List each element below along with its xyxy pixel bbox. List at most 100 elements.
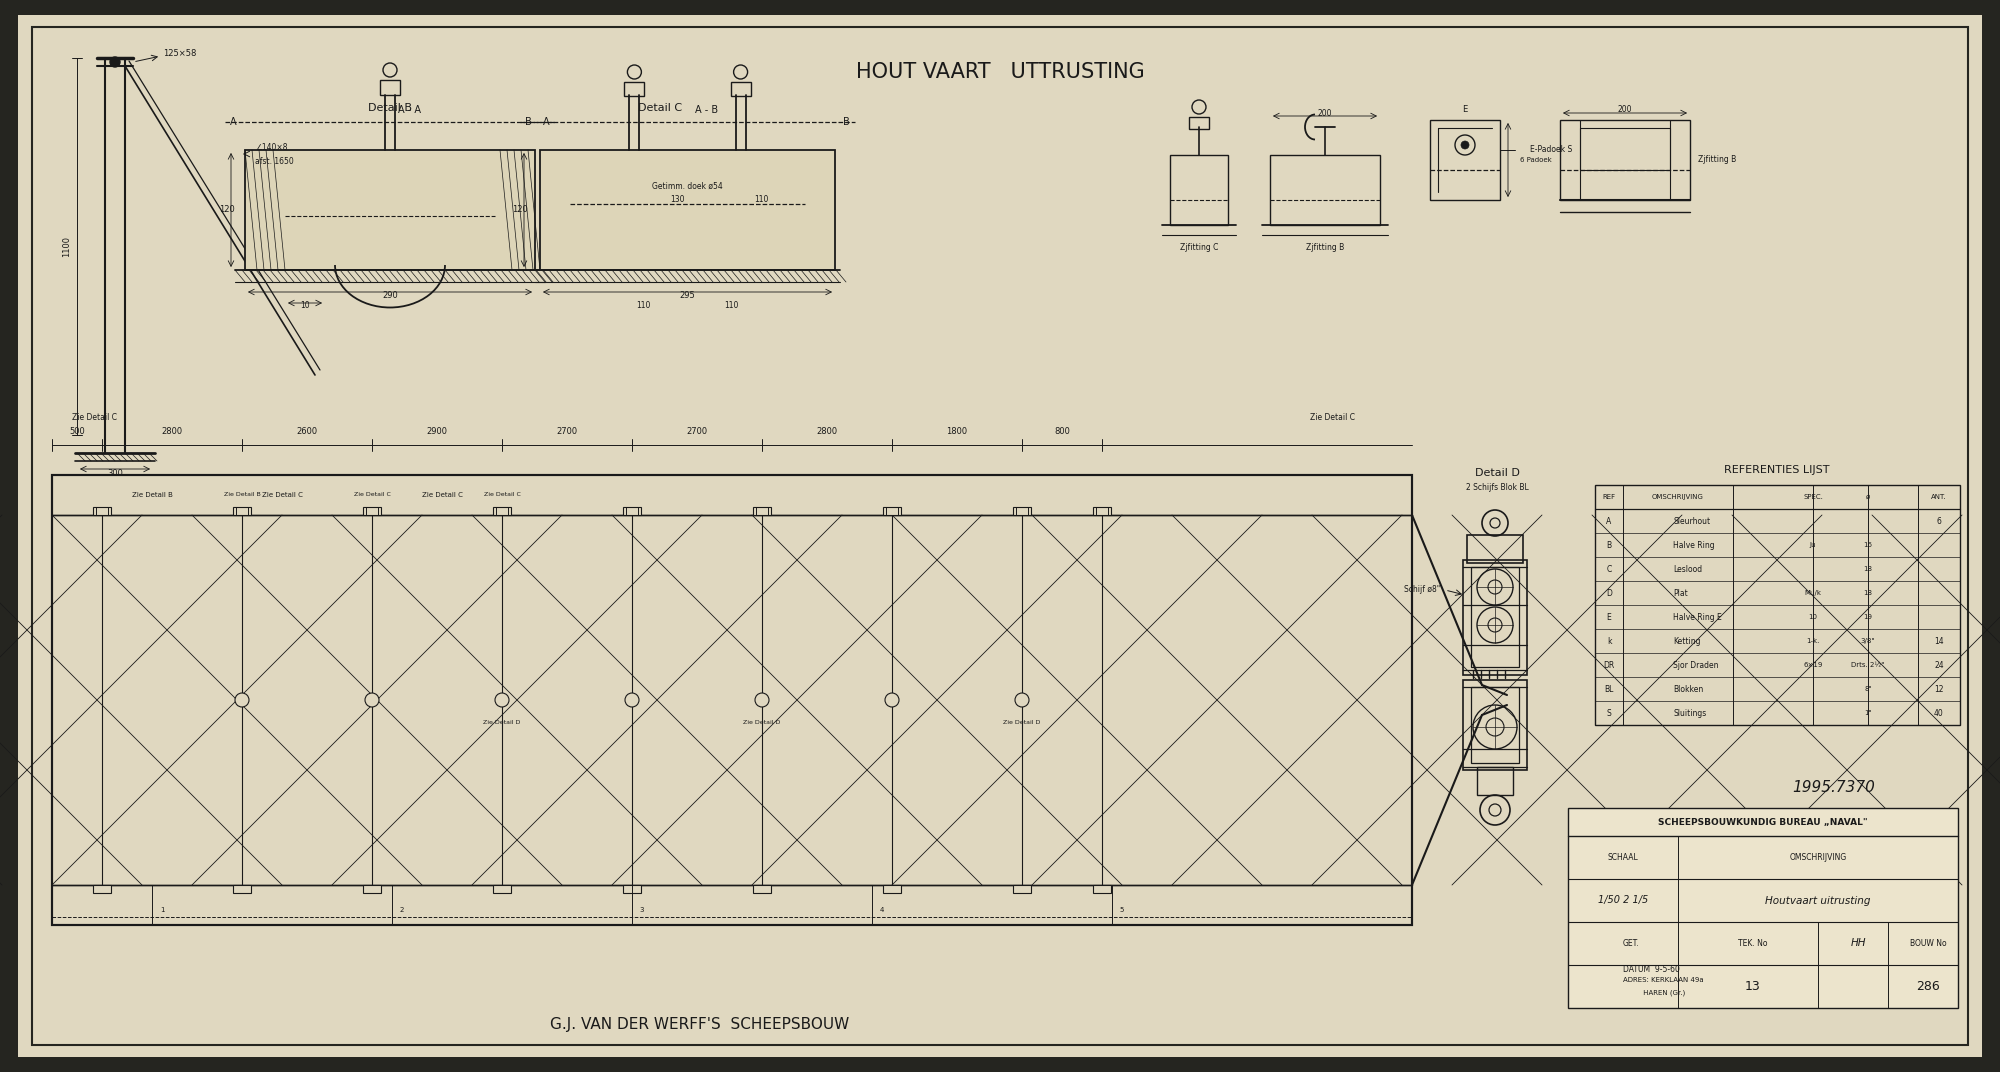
Text: C: C <box>1606 565 1612 574</box>
Text: 5: 5 <box>1120 907 1124 913</box>
Bar <box>884 885 900 893</box>
Text: Zie Detail C: Zie Detail C <box>354 492 390 497</box>
Bar <box>52 475 1412 925</box>
Text: 120: 120 <box>512 206 528 214</box>
Text: Houtvaart uitrusting: Houtvaart uitrusting <box>1766 895 1870 906</box>
Text: 2900: 2900 <box>426 427 448 435</box>
Text: 13: 13 <box>1746 980 1760 993</box>
Text: REFERENTIES LIJST: REFERENTIES LIJST <box>1724 465 1830 475</box>
Text: DATUM  9-5-60: DATUM 9-5-60 <box>1624 965 1680 973</box>
Bar <box>752 885 772 893</box>
Text: Zie Detail B: Zie Detail B <box>132 492 172 498</box>
Text: Zie Detail B: Zie Detail B <box>224 492 260 497</box>
Text: Zie Detail D: Zie Detail D <box>484 719 520 725</box>
Text: 2: 2 <box>400 907 404 913</box>
Circle shape <box>884 693 900 708</box>
Bar <box>884 507 900 515</box>
Bar <box>52 475 1412 515</box>
Text: Getimm. doek ø54: Getimm. doek ø54 <box>652 181 722 191</box>
Text: 2 Schijfs Blok BL: 2 Schijfs Blok BL <box>1466 482 1528 491</box>
Bar <box>364 507 380 515</box>
Bar <box>1560 120 1690 200</box>
Bar <box>1476 766 1514 795</box>
Text: 110: 110 <box>636 301 650 311</box>
Text: Zie Detail C: Zie Detail C <box>422 492 462 498</box>
Bar <box>492 885 512 893</box>
Text: 1100: 1100 <box>62 236 72 257</box>
Text: 200: 200 <box>1318 108 1332 118</box>
Text: A: A <box>544 117 550 126</box>
Text: SCHAAL: SCHAAL <box>1608 853 1638 862</box>
Text: 1: 1 <box>160 907 164 913</box>
Text: DR: DR <box>1604 660 1614 670</box>
Bar <box>492 507 512 515</box>
Bar <box>1430 120 1500 200</box>
Text: Leslood: Leslood <box>1672 565 1702 574</box>
Bar <box>540 150 836 270</box>
Text: 1800: 1800 <box>946 427 968 435</box>
Bar <box>1188 117 1208 129</box>
Text: Zie Detail C: Zie Detail C <box>1310 413 1354 421</box>
Text: ANT.: ANT. <box>1932 494 1946 500</box>
Text: 6: 6 <box>1936 517 1942 525</box>
Bar <box>1014 507 1032 515</box>
Text: Schijf ø8": Schijf ø8" <box>1404 585 1440 595</box>
Bar <box>1464 680 1528 770</box>
Text: Sleurhout: Sleurhout <box>1672 517 1710 525</box>
Bar <box>624 885 640 893</box>
Bar <box>730 81 750 96</box>
Bar <box>624 81 644 96</box>
Circle shape <box>756 693 768 708</box>
Circle shape <box>1016 693 1028 708</box>
Text: Halve Ring: Halve Ring <box>1672 540 1714 550</box>
Bar <box>244 150 536 270</box>
Bar <box>1092 507 1112 515</box>
Text: 14: 14 <box>1934 637 1944 645</box>
Bar <box>1568 808 1958 1008</box>
Text: Zjfitting C: Zjfitting C <box>1180 242 1218 252</box>
Text: BOUW No: BOUW No <box>1910 939 1946 948</box>
Text: Drts. 2½": Drts. 2½" <box>1852 662 1884 668</box>
Text: B: B <box>1606 540 1612 550</box>
Text: BL: BL <box>1604 685 1614 694</box>
Text: GET.: GET. <box>1624 939 1640 948</box>
Text: HOUT VAART   UTTRUSTING: HOUT VAART UTTRUSTING <box>856 62 1144 81</box>
Text: A: A <box>230 117 238 126</box>
Bar <box>1270 155 1380 225</box>
Text: 16: 16 <box>1864 542 1872 548</box>
Text: B: B <box>844 117 850 126</box>
Bar <box>380 80 400 95</box>
Text: 10: 10 <box>300 301 310 311</box>
Text: 110: 110 <box>754 195 768 205</box>
Bar <box>1092 885 1112 893</box>
Text: 10: 10 <box>1808 614 1818 620</box>
Text: 2800: 2800 <box>162 427 182 435</box>
Text: Sluitings: Sluitings <box>1672 709 1706 717</box>
Text: Zie Detail D: Zie Detail D <box>1004 719 1040 725</box>
Circle shape <box>236 693 248 708</box>
Text: 18: 18 <box>1864 566 1872 572</box>
Bar <box>624 507 640 515</box>
Text: ø: ø <box>1866 494 1870 500</box>
Text: 2700: 2700 <box>556 427 578 435</box>
Text: 800: 800 <box>1054 427 1070 435</box>
Text: Detail B: Detail B <box>368 103 412 113</box>
Text: Blokken: Blokken <box>1672 685 1704 694</box>
Text: 286: 286 <box>1916 980 1940 993</box>
Text: Zie Detail C: Zie Detail C <box>72 413 116 421</box>
Circle shape <box>1460 142 1468 149</box>
Text: 6×19: 6×19 <box>1804 662 1822 668</box>
Text: 1-k.: 1-k. <box>1806 638 1820 644</box>
Text: 4: 4 <box>880 907 884 913</box>
Text: 2700: 2700 <box>686 427 708 435</box>
Text: Detail C: Detail C <box>638 103 682 113</box>
Bar <box>232 507 252 515</box>
Text: Zjfitting B: Zjfitting B <box>1306 242 1344 252</box>
Text: ADRES: KERKLAAN 49a: ADRES: KERKLAAN 49a <box>1624 977 1704 983</box>
Text: A - B: A - B <box>696 105 718 115</box>
Text: 295: 295 <box>680 291 694 299</box>
Text: 500: 500 <box>70 427 84 435</box>
Text: Zie Detail C: Zie Detail C <box>484 492 520 497</box>
Text: 200: 200 <box>1618 105 1632 115</box>
Text: 290: 290 <box>382 291 398 299</box>
